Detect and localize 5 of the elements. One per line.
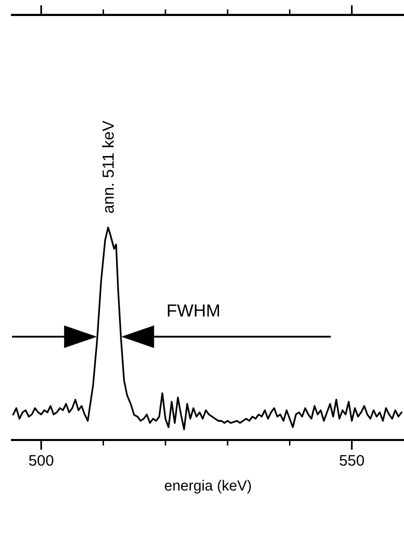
annotation: FWHM bbox=[168, 304, 220, 316]
x-tick-label: 500 bbox=[29, 454, 54, 466]
annotation: ann. 511 keV bbox=[102, 120, 114, 213]
x-axis-title: energia (keV) bbox=[164, 480, 251, 494]
x-tick-label: 550 bbox=[340, 454, 364, 466]
